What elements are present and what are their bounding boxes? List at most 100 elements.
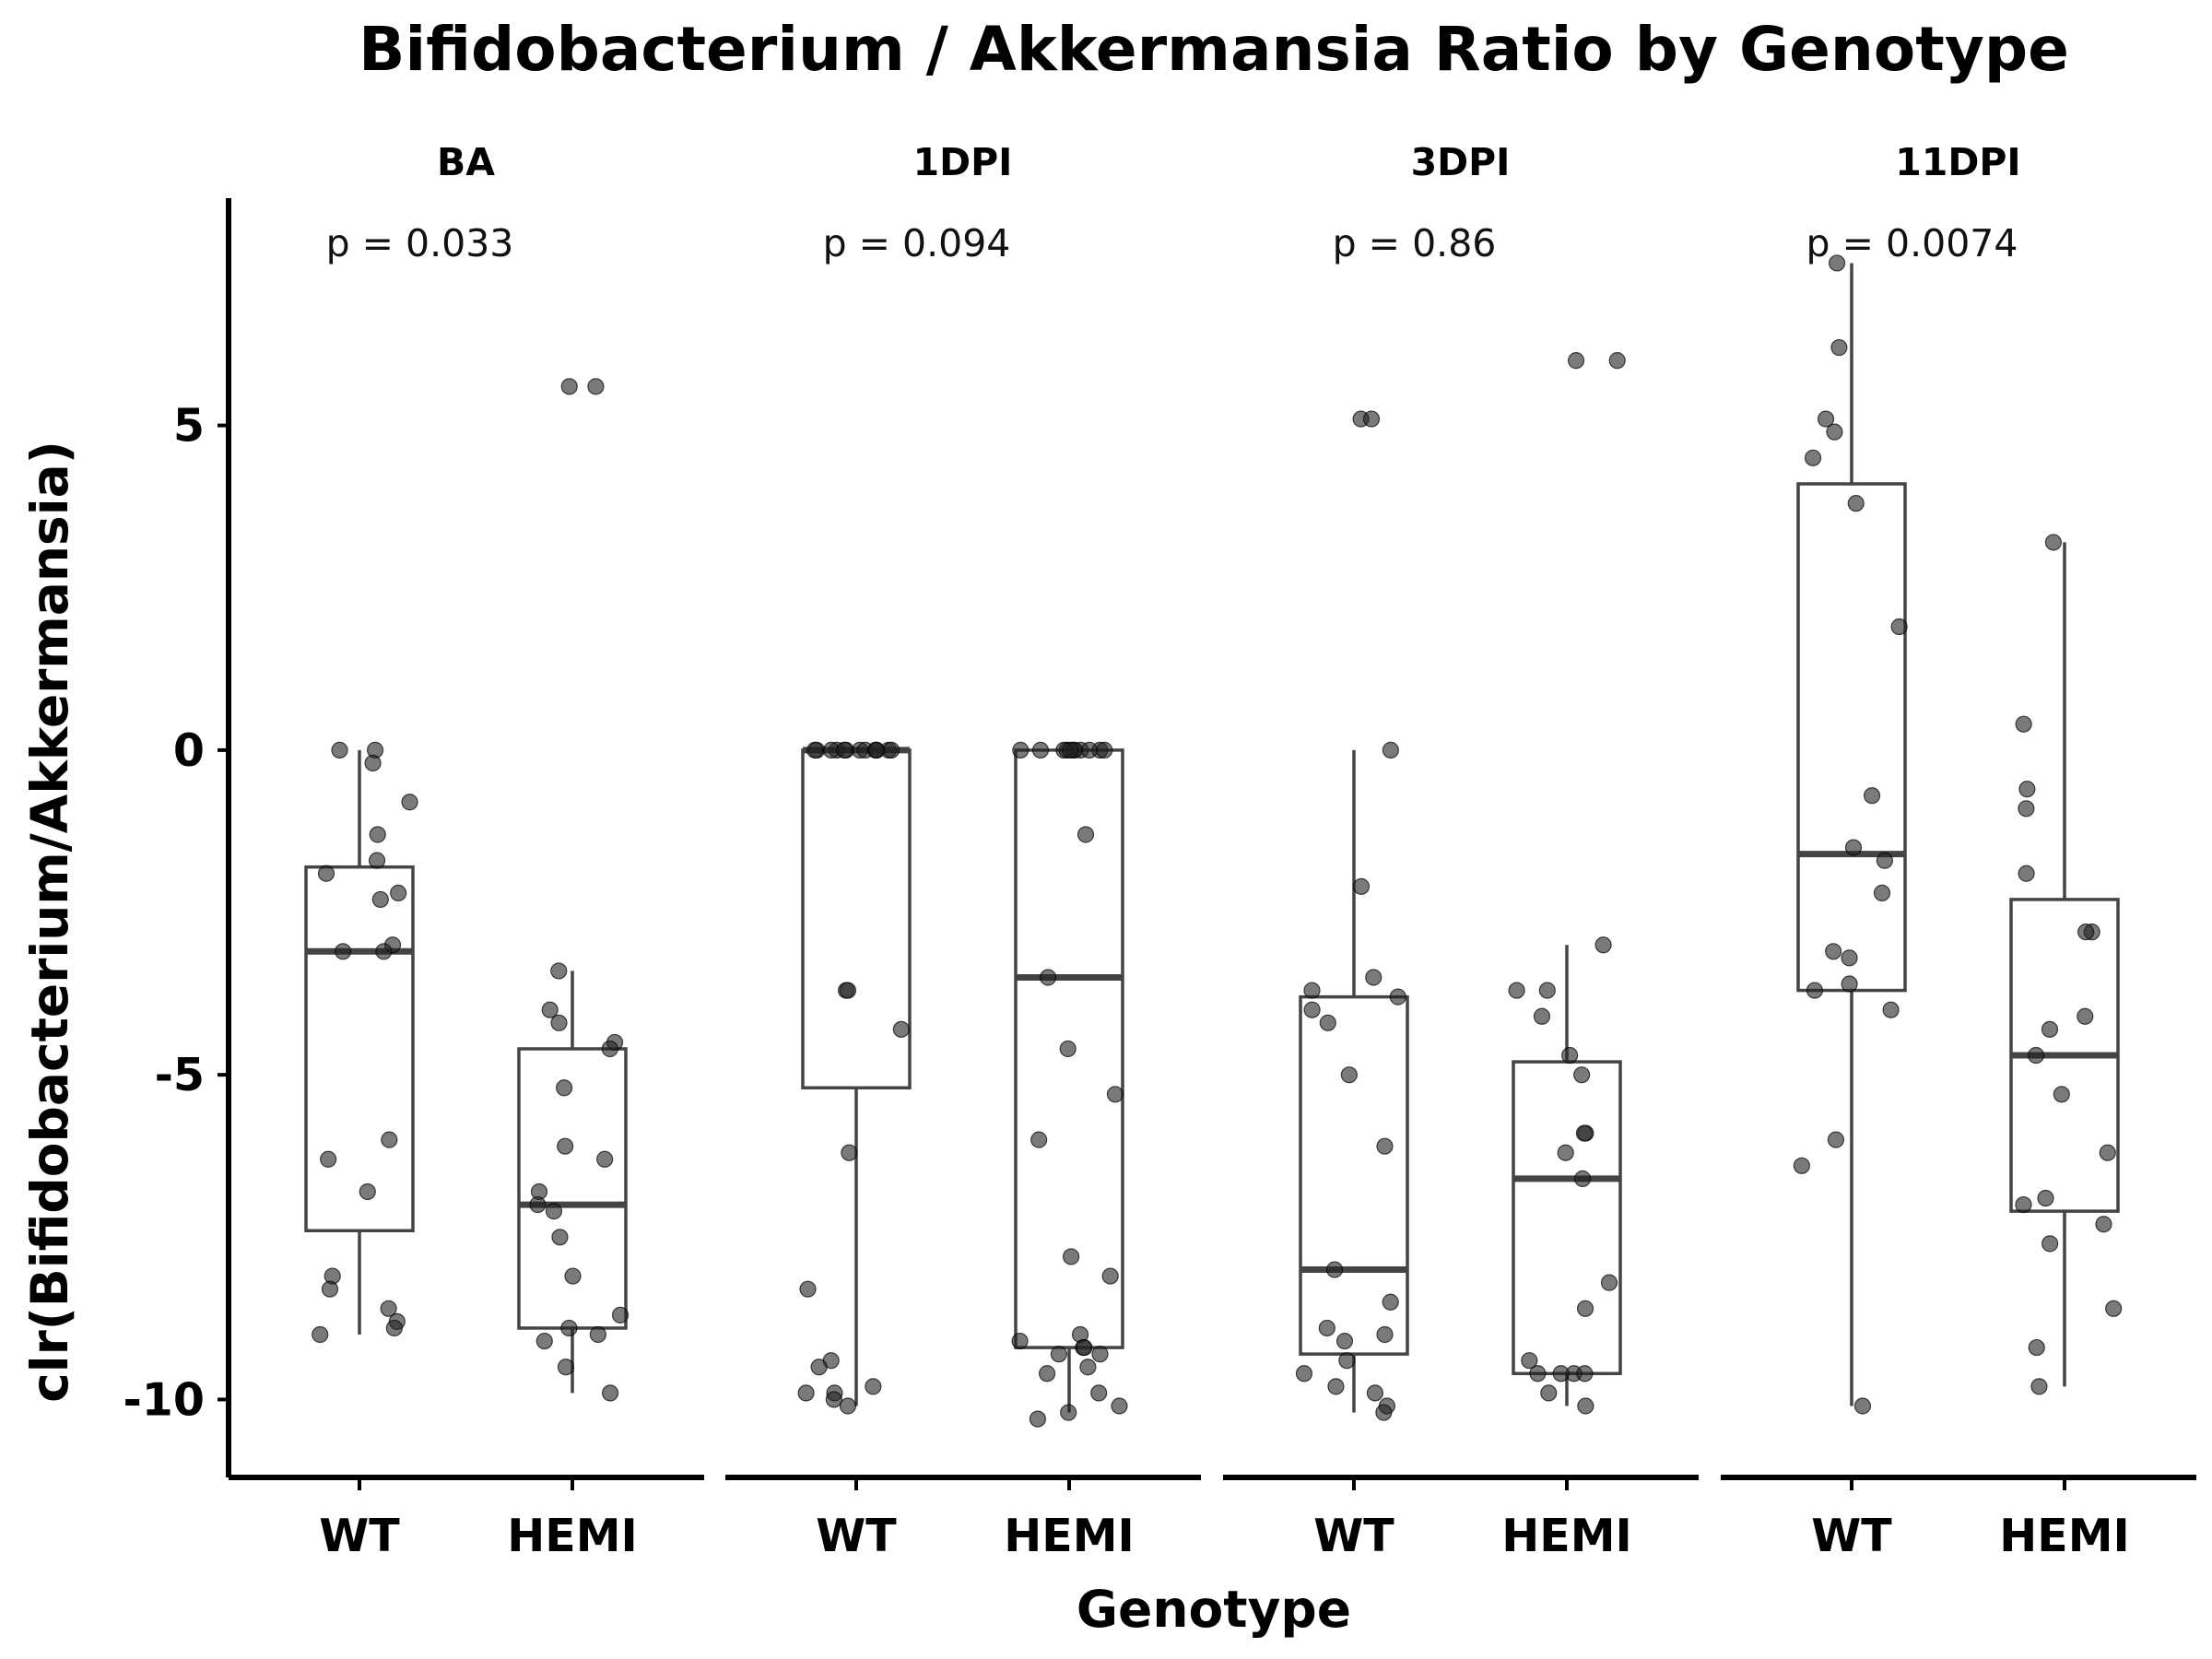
data-point <box>556 1079 573 1097</box>
box-iqr <box>304 865 415 1233</box>
data-point <box>1573 1066 1591 1084</box>
data-point <box>867 741 886 759</box>
x-axis-label: Genotype <box>1077 1580 1351 1639</box>
data-point <box>1012 741 1030 759</box>
data-point <box>321 1280 339 1298</box>
data-point <box>1295 1365 1313 1382</box>
x-tick-label: WT <box>816 1510 897 1562</box>
data-point <box>1830 338 1848 357</box>
data-point <box>401 794 418 811</box>
facet-panel: BA p = 0.033 WT HEMI <box>229 140 704 1562</box>
data-point <box>1091 1346 1109 1363</box>
data-point <box>1340 1066 1358 1084</box>
data-point <box>587 378 605 395</box>
data-point <box>1030 1131 1048 1148</box>
data-point <box>2037 1189 2054 1207</box>
data-point <box>1841 975 1858 993</box>
data-point <box>799 1280 817 1298</box>
x-tick-label: HEMI <box>1999 1510 2129 1562</box>
data-point <box>1575 1124 1594 1142</box>
data-point <box>2028 1338 2045 1357</box>
data-point <box>1040 969 1057 986</box>
data-point <box>381 1131 398 1148</box>
data-point <box>883 741 900 759</box>
data-point <box>1557 1144 1574 1161</box>
data-point <box>2077 1007 2094 1025</box>
data-point <box>2041 1020 2059 1038</box>
p-value-label: p = 0.033 <box>326 221 514 265</box>
data-point <box>1338 1352 1356 1370</box>
data-point <box>1111 1397 1128 1415</box>
data-point <box>385 1319 403 1337</box>
data-point <box>601 1384 619 1402</box>
data-point <box>551 1229 569 1246</box>
data-point <box>1319 1014 1336 1031</box>
data-point <box>1106 1086 1124 1103</box>
facet-panel: 3DPI p = 0.86 WT HEMI <box>1223 140 1699 1562</box>
data-point <box>1060 1404 1077 1421</box>
data-point <box>1508 982 1525 999</box>
data-point <box>1362 410 1381 428</box>
data-point <box>2027 1046 2045 1065</box>
data-point <box>557 1359 575 1376</box>
data-point <box>1325 1261 1344 1278</box>
data-point <box>1389 988 1406 1006</box>
data-point <box>865 1378 882 1395</box>
facet-label: 11DPI <box>1895 140 2020 184</box>
data-point <box>1318 1319 1335 1337</box>
data-point <box>2018 800 2035 818</box>
data-point <box>369 826 386 843</box>
data-point <box>806 741 824 759</box>
data-point <box>1050 1346 1067 1363</box>
data-point <box>2099 1144 2116 1161</box>
data-point <box>1365 969 1382 986</box>
data-point <box>1847 495 1865 512</box>
chart-title: Bifidobacterium / Akkermansia Ratio by G… <box>359 14 2069 85</box>
data-point <box>2015 1195 2032 1214</box>
data-point <box>317 865 335 882</box>
data-point <box>1574 1170 1592 1187</box>
data-point <box>1382 741 1399 759</box>
data-point <box>380 1300 397 1317</box>
data-point <box>611 1306 629 1324</box>
data-point <box>312 1325 329 1344</box>
data-point <box>1540 1384 1558 1402</box>
data-point <box>1825 943 1842 960</box>
data-point <box>1826 423 1843 441</box>
data-point <box>1876 852 1893 869</box>
data-point <box>1793 1157 1810 1174</box>
data-point <box>839 1397 857 1415</box>
data-point <box>1533 1007 1551 1025</box>
data-point <box>1335 1332 1354 1350</box>
data-point <box>550 1014 568 1031</box>
data-point <box>1829 254 1846 272</box>
data-point <box>1882 1001 1900 1018</box>
data-point <box>1376 1137 1394 1155</box>
data-point <box>1011 1332 1029 1350</box>
data-point <box>1827 1131 1845 1148</box>
data-point <box>371 890 389 909</box>
data-point <box>1090 1384 1108 1402</box>
data-point <box>541 1001 559 1018</box>
data-point <box>529 1195 547 1214</box>
x-tick-label: WT <box>1811 1510 1892 1562</box>
data-point <box>1031 741 1050 759</box>
y-tick-label: 0 <box>173 724 205 777</box>
data-point <box>1303 982 1321 999</box>
data-point <box>320 1150 337 1168</box>
data-point <box>1352 877 1371 895</box>
data-point <box>2018 865 2035 882</box>
x-tick-label: HEMI <box>507 1510 637 1562</box>
data-point <box>2095 1216 2112 1233</box>
data-point <box>1063 1248 1080 1265</box>
data-point <box>596 1150 614 1168</box>
data-point <box>1576 1300 1594 1317</box>
data-point <box>564 1267 582 1285</box>
data-point <box>1594 936 1612 954</box>
data-point <box>797 1384 815 1402</box>
data-point <box>1853 1397 1872 1415</box>
data-point <box>375 943 393 960</box>
data-point <box>1890 618 1908 636</box>
